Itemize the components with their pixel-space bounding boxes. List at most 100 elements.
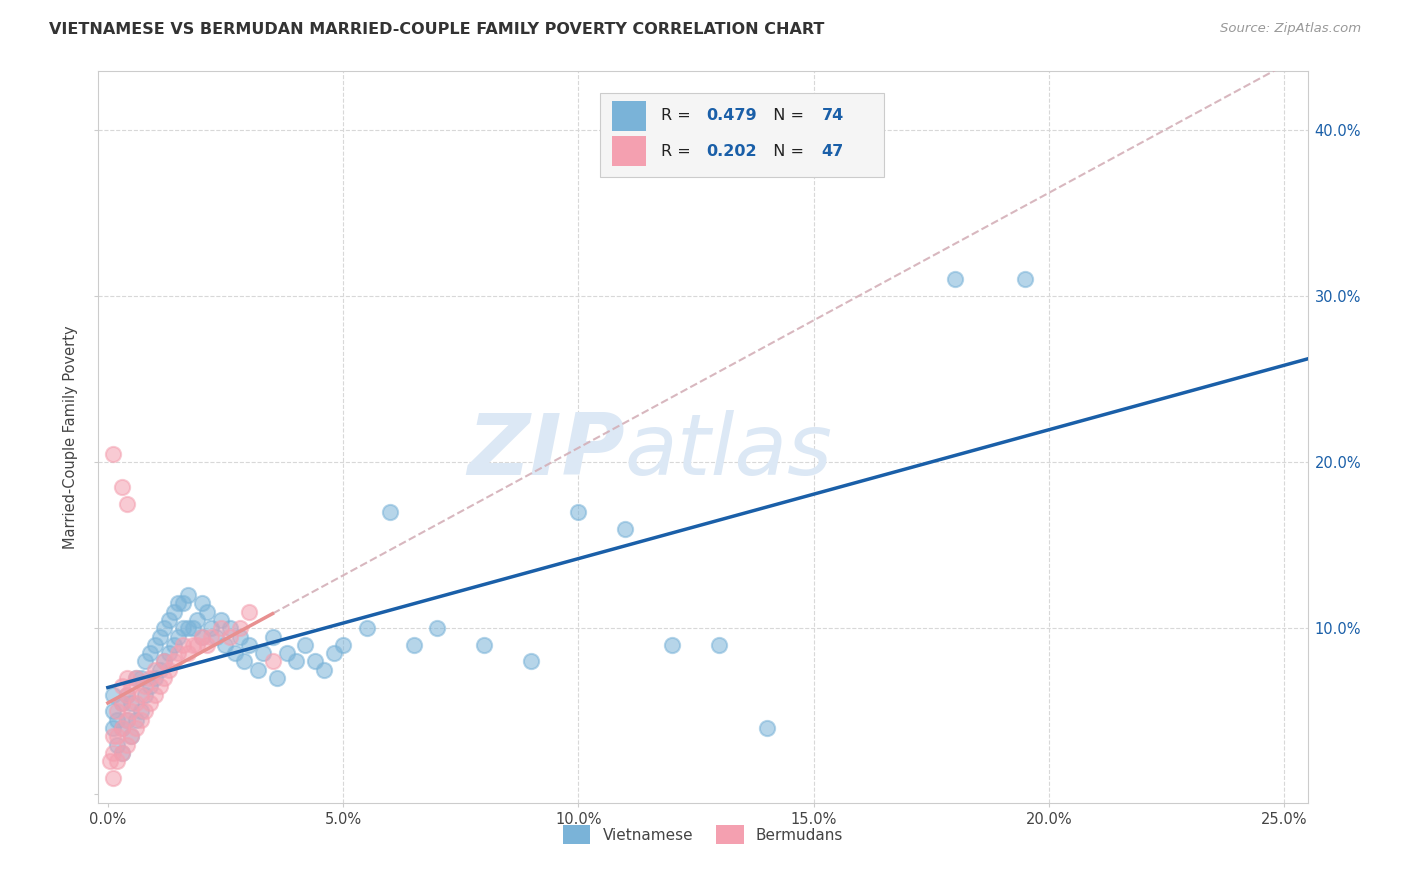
Point xyxy=(167,596,190,610)
Point xyxy=(661,638,683,652)
Point xyxy=(252,646,274,660)
Point xyxy=(157,646,180,660)
Point xyxy=(177,646,200,660)
Point xyxy=(238,605,260,619)
Point xyxy=(943,272,966,286)
Point xyxy=(195,638,218,652)
Point xyxy=(115,713,138,727)
Point xyxy=(143,638,166,652)
Point xyxy=(402,638,425,652)
Point xyxy=(304,655,326,669)
Point xyxy=(134,655,156,669)
Point xyxy=(167,646,190,660)
Point xyxy=(105,754,128,768)
Point xyxy=(195,605,218,619)
Point xyxy=(167,630,190,644)
Point xyxy=(115,671,138,685)
Point xyxy=(101,729,124,743)
Point xyxy=(224,646,246,660)
Point xyxy=(209,621,232,635)
Point xyxy=(247,663,270,677)
Point xyxy=(129,713,152,727)
Point xyxy=(472,638,495,652)
Point xyxy=(125,671,148,685)
Point xyxy=(191,630,214,644)
Point xyxy=(205,630,228,644)
Point xyxy=(120,696,142,710)
Point xyxy=(120,729,142,743)
Point xyxy=(181,621,204,635)
Point xyxy=(200,630,222,644)
Point xyxy=(378,505,401,519)
Point xyxy=(149,630,172,644)
FancyBboxPatch shape xyxy=(613,101,647,131)
Point xyxy=(191,630,214,644)
Point xyxy=(115,688,138,702)
Point xyxy=(426,621,449,635)
Point xyxy=(129,688,152,702)
Point xyxy=(125,696,148,710)
Point xyxy=(153,655,176,669)
Point xyxy=(266,671,288,685)
Point xyxy=(233,655,256,669)
Point xyxy=(149,663,172,677)
Point xyxy=(314,663,336,677)
Point xyxy=(111,746,134,760)
Point xyxy=(186,638,208,652)
Y-axis label: Married-Couple Family Poverty: Married-Couple Family Poverty xyxy=(63,326,79,549)
Text: atlas: atlas xyxy=(624,410,832,493)
Point xyxy=(262,655,284,669)
Point xyxy=(134,705,156,719)
Point xyxy=(228,621,250,635)
Point xyxy=(163,655,186,669)
Text: 47: 47 xyxy=(821,144,844,159)
Point xyxy=(172,596,194,610)
Point xyxy=(101,447,124,461)
Point xyxy=(120,680,142,694)
Point xyxy=(115,713,138,727)
Point xyxy=(332,638,354,652)
Point xyxy=(186,613,208,627)
Point xyxy=(163,638,186,652)
Point xyxy=(143,663,166,677)
FancyBboxPatch shape xyxy=(600,94,884,178)
Point xyxy=(219,621,242,635)
Point xyxy=(105,705,128,719)
Point xyxy=(181,638,204,652)
Point xyxy=(120,729,142,743)
Point xyxy=(228,630,250,644)
Point xyxy=(238,638,260,652)
Point xyxy=(101,688,124,702)
Point xyxy=(139,696,162,710)
Legend: Vietnamese, Bermudans: Vietnamese, Bermudans xyxy=(557,819,849,850)
Point xyxy=(115,688,138,702)
Point xyxy=(143,671,166,685)
Point xyxy=(111,721,134,735)
Point xyxy=(115,738,138,752)
Point xyxy=(120,705,142,719)
Point xyxy=(172,621,194,635)
Point xyxy=(520,655,543,669)
Point xyxy=(129,671,152,685)
Point xyxy=(143,688,166,702)
Text: N =: N = xyxy=(763,144,810,159)
Point xyxy=(101,721,124,735)
Point xyxy=(105,729,128,743)
Point xyxy=(214,638,236,652)
Point xyxy=(125,671,148,685)
Point xyxy=(172,638,194,652)
Point xyxy=(177,588,200,602)
Point xyxy=(356,621,378,635)
Point xyxy=(125,721,148,735)
Point xyxy=(139,671,162,685)
Point xyxy=(1014,272,1036,286)
Point xyxy=(153,671,176,685)
Point xyxy=(219,630,242,644)
Text: R =: R = xyxy=(661,144,696,159)
Point xyxy=(111,696,134,710)
Point xyxy=(134,680,156,694)
Point xyxy=(262,630,284,644)
Point xyxy=(111,696,134,710)
Point xyxy=(111,746,134,760)
Point xyxy=(111,680,134,694)
